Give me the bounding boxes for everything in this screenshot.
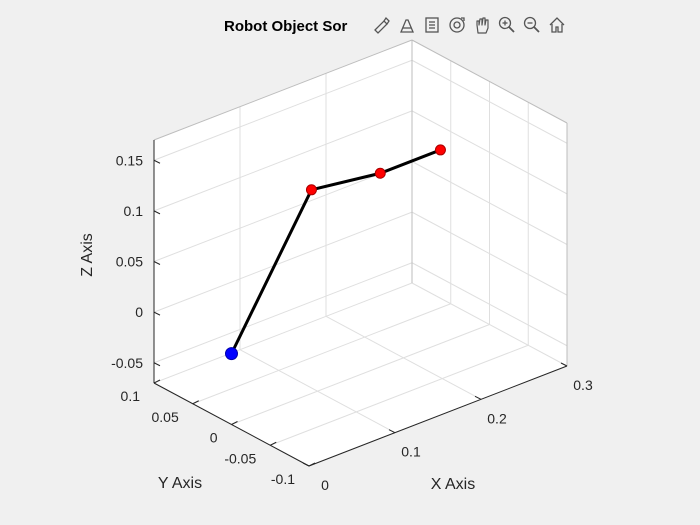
axes-3d[interactable]: 0 0.1 0.2 0.3 -0.1 -0.05 0 0.05 0.1 -0.05 0 0.05 0.1…: [79, 39, 593, 493]
axes-toolbar: [370, 12, 569, 38]
z-tick-label: 0.15: [116, 152, 143, 168]
legend-icon: [425, 17, 439, 33]
grid-line: [153, 211, 413, 313]
grid-line: [231, 324, 490, 425]
z-tick-mark: [153, 311, 161, 316]
x-tick-label: 0.1: [401, 444, 421, 460]
y-tick-mark: [192, 400, 199, 405]
grid-line: [192, 303, 451, 405]
y-tick-mark: [231, 421, 238, 425]
x-tick-mark: [560, 362, 568, 367]
rotate-icon: [449, 17, 465, 33]
home-icon: [549, 17, 565, 33]
z-tick-label: 0.05: [116, 254, 143, 270]
z-tick-mark: [153, 159, 161, 164]
grid-line: [270, 344, 529, 446]
zoom-in-button[interactable]: [495, 13, 519, 37]
grid-line: [411, 59, 568, 144]
y-tick-label: -0.1: [271, 471, 295, 487]
brush-button[interactable]: [370, 13, 394, 37]
x-tick-mark: [388, 429, 396, 434]
z-tick-mark: [153, 362, 161, 367]
y-tick-label: -0.05: [224, 450, 256, 466]
y-tick-mark: [153, 379, 161, 384]
arm-joint-marker: [374, 167, 386, 179]
box-edge: [411, 39, 568, 124]
y-axis-label: Y Axis: [158, 475, 202, 492]
pan-hand-icon: [476, 17, 489, 34]
y-tick-label: 0.05: [152, 409, 179, 425]
box-edge: [153, 39, 413, 141]
x-tick-mark: [474, 395, 482, 400]
data-tip-icon: [400, 19, 414, 33]
y-tick-label: 0: [210, 430, 218, 446]
arm-base-joint: [225, 347, 238, 361]
zoom-out-icon: [523, 16, 540, 33]
grid-line: [411, 110, 568, 195]
grid-line: [153, 59, 413, 161]
zoom-out-button[interactable]: [520, 13, 544, 37]
grid-line: [411, 211, 568, 296]
z-tick-mark: [153, 261, 161, 265]
z-tick-label: -0.05: [111, 355, 143, 371]
z-tick-label: 0.1: [124, 203, 144, 219]
pan-button[interactable]: [470, 13, 494, 37]
y-tick-label: 0.1: [121, 388, 141, 404]
x-axis-label: X Axis: [431, 476, 475, 493]
chart-title: Robot Object Sor: [224, 18, 347, 35]
grid-line: [153, 262, 413, 364]
z-tick-label: 0: [135, 304, 143, 320]
y-tick-mark: [308, 462, 316, 467]
data-tip-button[interactable]: [395, 13, 419, 37]
y-tick-mark: [270, 441, 277, 446]
grid-line: [411, 161, 568, 245]
grid-line: [153, 282, 413, 384]
arm-joint-marker: [434, 144, 446, 156]
grid-line: [153, 161, 413, 262]
legend-button[interactable]: [420, 13, 444, 37]
x-tick-mark: [302, 462, 310, 467]
grid-line: [153, 110, 413, 212]
zoom-in-icon: [498, 16, 515, 33]
home-button[interactable]: [545, 13, 569, 37]
x-tick-label: 0.2: [487, 410, 507, 426]
rotate-button[interactable]: [445, 13, 469, 37]
grid-line: [411, 262, 568, 347]
x-tick-label: 0: [321, 477, 329, 493]
x-tick-label: 0.3: [573, 377, 593, 393]
z-tick-mark: [153, 210, 161, 215]
arm-joint-marker: [305, 184, 317, 196]
z-axis-label: Z Axis: [79, 233, 96, 277]
x-axis-line: [308, 365, 568, 467]
arm-link-line: [230, 148, 441, 355]
brush-icon: [374, 16, 390, 34]
